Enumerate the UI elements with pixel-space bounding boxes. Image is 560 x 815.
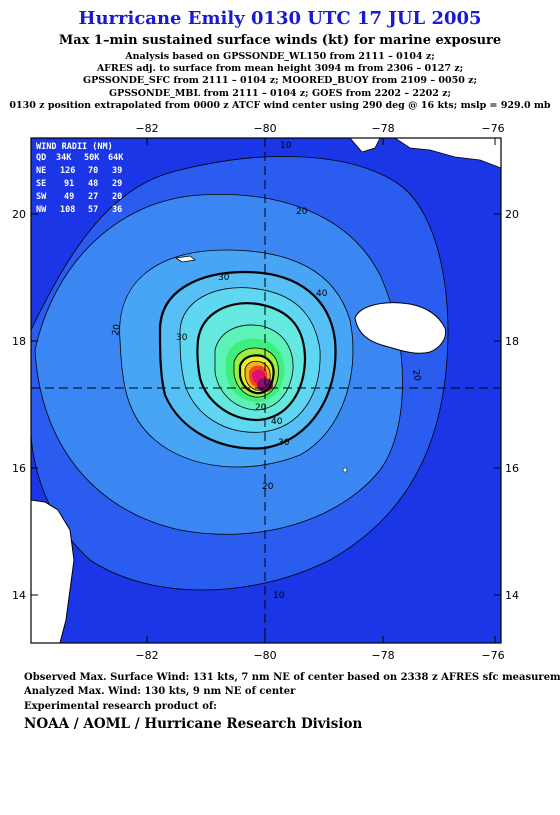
wind-radii-quadrant: NE (36, 166, 46, 176)
contour-20 (34, 194, 403, 535)
analysis-line-3: GPSSONDE_SFC from 2111 – 0104 z; MOORED_… (82, 75, 478, 87)
lat-label-left-20: 20 (12, 208, 26, 221)
contour-label-40-north: 40 (316, 289, 328, 299)
land-grand-cayman (174, 255, 196, 263)
wind-radii-50k-value: 70 (88, 166, 98, 176)
wind-radii-row-nw: NW 108 57 36 (36, 205, 122, 215)
contour-lines (31, 156, 449, 591)
lat-label-right-14: 14 (505, 589, 519, 602)
wind-radii-quadrant: NW (36, 205, 47, 215)
land-cuba-east (394, 138, 501, 169)
contour-label-20-south: 20 (262, 482, 274, 492)
contour-50 (214, 324, 294, 411)
wind-radii-50k-value: 57 (88, 205, 98, 215)
product-note: Experimental research product of: (24, 701, 217, 712)
contour-label-20-east: 20 (410, 369, 422, 382)
wind-radii-head-50k: 50K (84, 153, 100, 163)
lat-label-left-16: 16 (12, 462, 26, 475)
lat-label-right-20: 20 (505, 208, 519, 221)
land-jamaica (354, 302, 447, 354)
wind-radii-header-row: QD 34K 50K 64K (36, 153, 124, 163)
lon-label-bottom-82: −82 (135, 649, 158, 662)
lon-label-top-76: −76 (481, 122, 504, 135)
contour-label-10-south: 10 (273, 591, 285, 601)
analysis-notes: Analysis based on GPSSONDE_WL150 from 21… (0, 51, 560, 112)
contour-10 (31, 156, 449, 591)
land-islet (342, 467, 348, 473)
map-title: Hurricane Emily 0130 UTC 17 JUL 2005 (78, 8, 482, 29)
wind-radii-50k-value: 27 (88, 192, 98, 202)
organization-name: NOAA / AOML / Hurricane Research Divisio… (24, 716, 363, 732)
land-cuba-west (349, 138, 381, 153)
wind-radii-34k-value: 49 (64, 192, 74, 202)
lon-label-bottom-80: −80 (253, 649, 276, 662)
contour-label-30-west: 30 (176, 333, 188, 343)
wind-radii-34k-value: 91 (64, 179, 74, 189)
contour-70 (233, 347, 279, 398)
contour-34kt-bold (158, 270, 337, 450)
wind-radii-head-qd: QD (36, 153, 46, 163)
lon-labels-top: −82 −80 −78 −76 (135, 122, 504, 135)
contour-label-20-north: 20 (296, 207, 308, 217)
lon-label-top-80: −80 (253, 122, 276, 135)
lat-labels-left: 20 18 16 14 (12, 208, 26, 602)
land-central-america (31, 499, 75, 643)
lat-label-right-18: 18 (505, 335, 519, 348)
lat-labels-right: 20 18 16 14 (505, 208, 519, 602)
wind-radii-50k-value: 48 (88, 179, 98, 189)
contour-35 (179, 287, 321, 433)
wind-radii-34k-value: 126 (60, 166, 75, 176)
lon-label-top-78: −78 (371, 122, 394, 135)
map-subtitle: Max 1–min sustained surface winds (kt) f… (58, 33, 502, 48)
wind-radii-head-34k: 34K (56, 153, 72, 163)
lat-label-right-16: 16 (505, 462, 519, 475)
analysis-line-1: Analysis based on GPSSONDE_WL150 from 21… (125, 51, 435, 62)
analysis-line-4: GPSSONDE_MBL from 2111 – 0104 z; GOES fr… (108, 87, 452, 99)
lon-labels-bottom: −82 −80 −78 −76 (135, 649, 504, 662)
wind-radii-row-se: SE 91 48 29 (36, 179, 122, 189)
analyzed-max-wind: Analyzed Max. Wind: 130 kts, 9 nm NE of … (24, 686, 296, 697)
wind-radii-64k-value: 20 (112, 192, 122, 202)
contour-25 (119, 249, 354, 468)
observed-max-wind: Observed Max. Surface Wind: 131 kts, 7 n… (24, 672, 560, 683)
contour-label-group: 10 20 20 20 20 30 30 30 40 40 20 10 (111, 141, 422, 601)
wind-radii-quadrant: SE (36, 179, 46, 189)
wind-radii-64k-value: 39 (112, 166, 122, 176)
lat-label-left-18: 18 (12, 335, 26, 348)
lat-label-left-14: 14 (12, 589, 26, 602)
wind-radii-head-64k: 64K (108, 153, 124, 163)
wind-radii-34k-value: 108 (60, 205, 75, 215)
contour-label-10-north: 10 (280, 141, 292, 151)
contour-label-20-west: 20 (111, 323, 123, 336)
wind-radii-row-sw: SW 49 27 20 (36, 192, 122, 202)
wind-contour-field (31, 138, 501, 643)
wind-radii-table: WIND RADII (NM) QD 34K 50K 64K NE 126 70… (36, 142, 124, 215)
analysis-line-2: AFRES adj. to surface from mean height 3… (96, 63, 464, 75)
tick-marks (31, 138, 501, 643)
contour-label-30-north: 30 (218, 273, 230, 283)
wind-radii-64k-value: 36 (112, 205, 122, 215)
analysis-line-5: 0130 z position extrapolated from 0000 z… (9, 99, 551, 111)
contour-label-40-south: 40 (271, 417, 283, 427)
contour-50kt-bold (196, 302, 307, 422)
contour-label-20-inner: 20 (255, 403, 267, 413)
map-frame (30, 137, 502, 644)
contour-90 (244, 360, 271, 391)
lon-label-bottom-76: −76 (481, 649, 504, 662)
wind-radii-row-ne: NE 126 70 39 (36, 166, 122, 176)
contour-label-30-south: 30 (278, 438, 290, 448)
wind-radii-64k-value: 29 (112, 179, 122, 189)
wind-radii-quadrant: SW (36, 192, 47, 202)
lon-label-top-82: −82 (135, 122, 158, 135)
lon-label-bottom-78: −78 (371, 649, 394, 662)
wind-radii-title: WIND RADII (NM) (36, 142, 113, 152)
